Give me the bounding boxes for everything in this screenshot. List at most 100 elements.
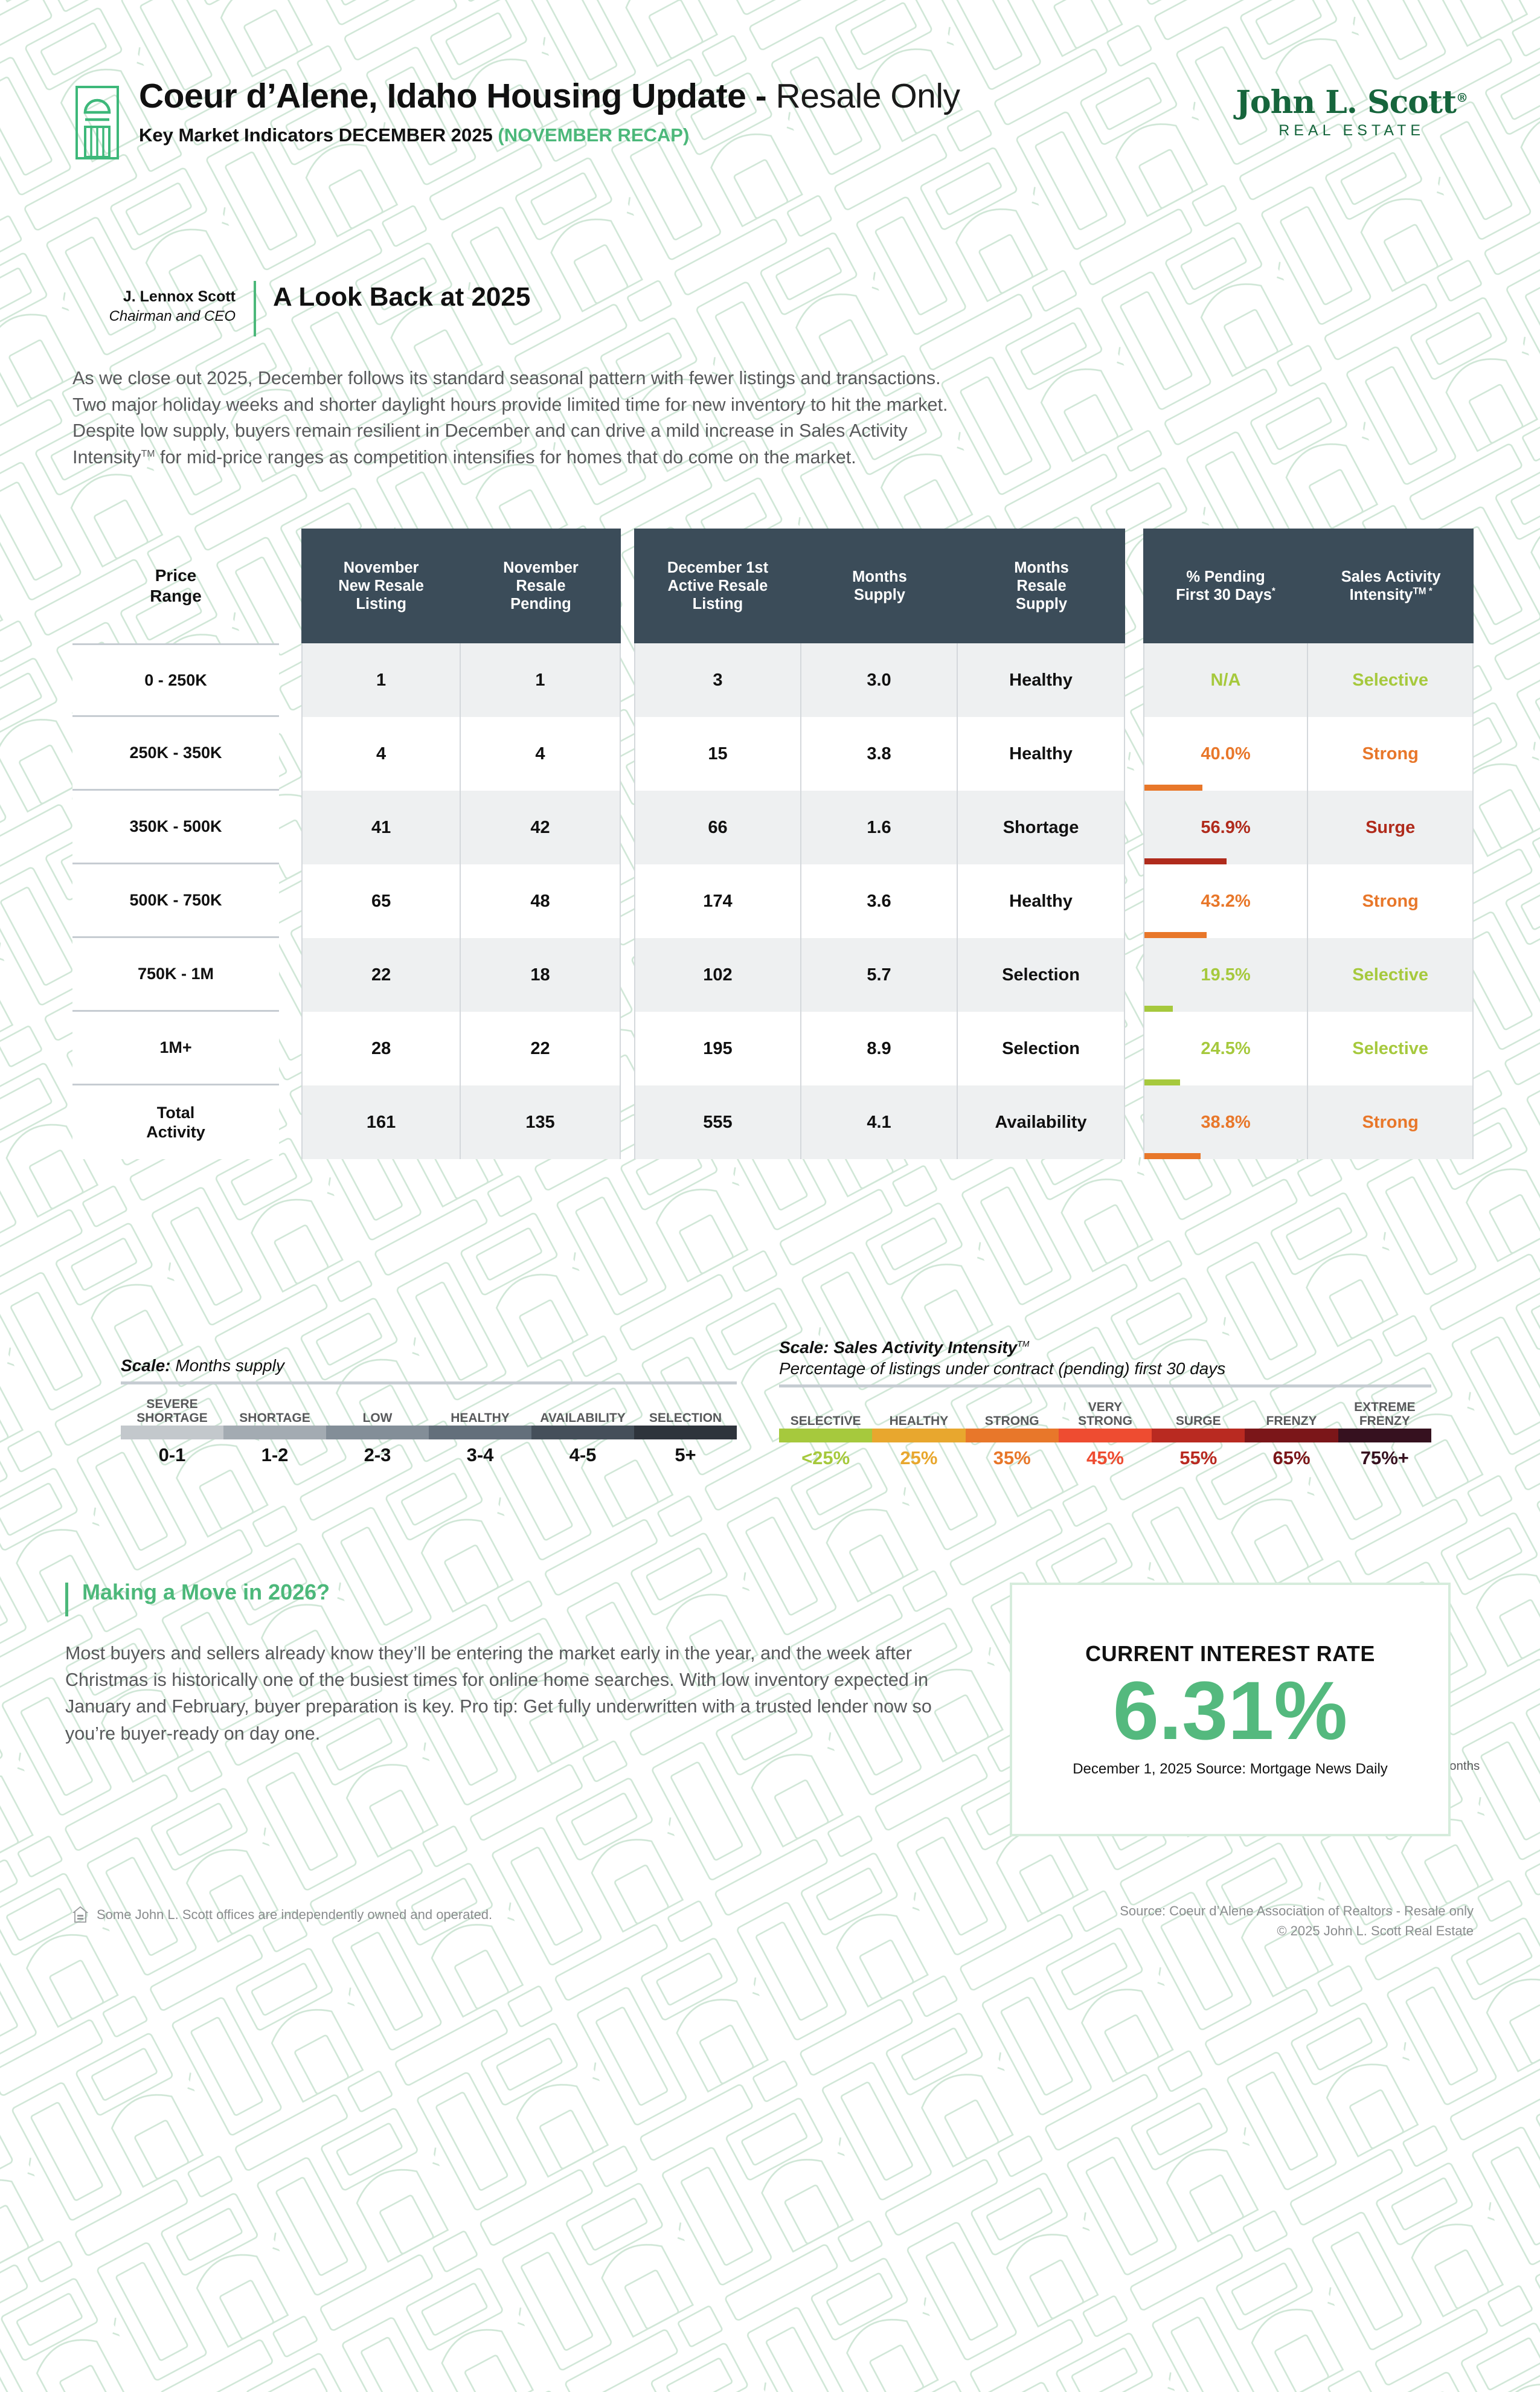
cell-dec-active-listing: 555: [634, 1085, 802, 1159]
cell-dec-active-listing: 102: [634, 938, 802, 1012]
scale-column-label: AVAILABILITY: [540, 1411, 626, 1426]
scale-column-label: SURGE: [1175, 1414, 1221, 1429]
cta-paragraph: Most buyers and sellers already know the…: [65, 1643, 932, 1744]
cell-nov-pending: 4: [461, 717, 621, 791]
scale-column-label: EXTREME FRENZY: [1354, 1400, 1416, 1429]
door-icon: [75, 86, 119, 159]
pct-pending-bar: [1144, 932, 1207, 938]
header-gap-b: [621, 529, 634, 643]
row-gap-b: [621, 1012, 634, 1085]
pct-pending-bar: [1144, 1006, 1173, 1012]
cell-price-range: 1M+: [72, 1012, 279, 1085]
table-row: 250K - 350K 4 4 15 3.8 Healthy 40.0% Strong: [72, 717, 1474, 791]
intro-text-part2: for mid-price ranges as competition inte…: [155, 446, 856, 468]
cell-pct-pending: N/A: [1143, 643, 1309, 717]
page-header: Coeur d’Alene, Idaho Housing Update - Re…: [72, 77, 1474, 181]
scale-column: FRENZY 65%: [1245, 1396, 1338, 1469]
trademark-symbol-scale: TM: [1017, 1339, 1030, 1349]
scale-color-swatch: [965, 1429, 1059, 1442]
cell-price-range: 0 - 250K: [72, 643, 279, 717]
cell-dec-active-listing: 15: [634, 717, 802, 791]
cell-months-resale-supply: Healthy: [957, 717, 1126, 791]
footer-right: Source: Coeur d’Alene Association of Rea…: [1120, 1901, 1474, 1941]
scale-column-label: SELECTIVE: [790, 1414, 861, 1429]
cell-nov-new-listing: 161: [301, 1085, 461, 1159]
footer-left: Some John L. Scott offices are independe…: [72, 1906, 492, 1924]
page-title-bold: Coeur d’Alene, Idaho Housing Update: [139, 77, 746, 115]
months-supply-scale-label: Scale:: [121, 1356, 171, 1375]
registered-trademark-icon: ®: [1456, 90, 1468, 105]
scale-column-value: 0-1: [158, 1444, 186, 1465]
page-subtitle-main: Key Market Indicators DECEMBER 2025: [139, 124, 493, 146]
sales-activity-scale-columns: SELECTIVE <25% HEALTHY 25% STRONG 35% VERY STR…: [779, 1396, 1431, 1469]
cell-nov-new-listing: 41: [301, 791, 461, 864]
scale-column-label: HEALTHY: [451, 1411, 510, 1426]
scale-column-value: 45%: [1086, 1447, 1124, 1468]
row-gap-b: [621, 643, 634, 717]
row-gap-b: [621, 1085, 634, 1159]
page-title-dash: -: [746, 77, 776, 115]
row-gap-c: [1125, 643, 1143, 717]
scale-column: SEVERE SHORTAGE 0-1: [121, 1393, 223, 1466]
row-gap-b: [621, 791, 634, 864]
logo-wordmark: John L. Scott®: [1236, 87, 1468, 118]
row-gap-a: [279, 938, 301, 1012]
scale-column-value: <25%: [801, 1447, 850, 1468]
scale-column-value: 25%: [900, 1447, 938, 1468]
cell-months-resale-supply: Selection: [957, 938, 1126, 1012]
market-indicators-table-wrapper: Price Range November New Resale Listing …: [72, 529, 1480, 1789]
col-header-months-supply: Months Supply: [801, 529, 958, 643]
row-gap-a: [279, 1012, 301, 1085]
scale-column: HEALTHY 25%: [872, 1396, 966, 1469]
scale-color-swatch: [531, 1426, 634, 1439]
cell-nov-new-listing: 22: [301, 938, 461, 1012]
months-supply-scale-columns: SEVERE SHORTAGE 0-1 SHORTAGE 1-2 LOW 2-3 HEALT…: [121, 1393, 737, 1466]
table-row: 0 - 250K 1 1 3 3.0 Healthy N/A Selective: [72, 643, 1474, 717]
months-supply-scale-name: Months supply: [170, 1356, 284, 1375]
col-header-nov-new-listing: November New Resale Listing: [301, 529, 461, 643]
table-row: 750K - 1M 22 18 102 5.7 Selection 19.5% Selecti…: [72, 938, 1474, 1012]
row-gap-b: [621, 938, 634, 1012]
row-gap-c: [1125, 1012, 1143, 1085]
scale-color-swatch: [779, 1429, 873, 1442]
table-row: 500K - 750K 65 48 174 3.6 Healthy 43.2% Strong: [72, 864, 1474, 938]
pct-pending-bar: [1144, 785, 1202, 791]
cell-months-supply: 3.6: [801, 864, 958, 938]
scale-column: AVAILABILITY 4-5: [531, 1393, 634, 1466]
col-header-months-resale-supply: Months Resale Supply: [957, 529, 1126, 643]
scale-color-swatch: [223, 1426, 326, 1439]
cell-pct-pending: 56.9%: [1143, 791, 1309, 864]
cell-price-range: 250K - 350K: [72, 717, 279, 791]
table-row: 350K - 500K 41 42 66 1.6 Shortage 56.9% Surge: [72, 791, 1474, 864]
footer-copyright: © 2025 John L. Scott Real Estate: [1277, 1923, 1474, 1938]
page-subtitle: Key Market Indicators DECEMBER 2025 (NOV…: [139, 124, 960, 146]
pct-pending-bar: [1144, 1079, 1180, 1085]
row-gap-c: [1125, 1085, 1143, 1159]
cell-nov-pending: 18: [461, 938, 621, 1012]
john-l-scott-logo: John L. Scott® REAL ESTATE: [1236, 87, 1468, 140]
byline-role: Chairman and CEO: [109, 308, 236, 324]
cell-sales-intensity: Surge: [1308, 791, 1474, 864]
pct-pending-bar: [1144, 858, 1227, 864]
scale-column-label: VERY STRONG: [1078, 1400, 1132, 1429]
col-header-pct-pending: % Pending First 30 Days*: [1143, 529, 1309, 643]
scale-column-label: STRONG: [984, 1414, 1039, 1429]
page-title: Coeur d’Alene, Idaho Housing Update - Re…: [139, 77, 960, 115]
header-gap-a: [279, 529, 301, 643]
cell-nov-pending: 135: [461, 1085, 621, 1159]
row-gap-a: [279, 1085, 301, 1159]
scale-column: STRONG 35%: [965, 1396, 1059, 1469]
scale-color-swatch: [326, 1426, 429, 1439]
cell-months-resale-supply: Healthy: [957, 643, 1126, 717]
interest-rate-source: December 1, 2025 Source: Mortgage News D…: [1073, 1760, 1388, 1777]
cell-months-supply: 5.7: [801, 938, 958, 1012]
row-gap-a: [279, 864, 301, 938]
interest-rate-label: CURRENT INTEREST RATE: [1085, 1641, 1375, 1667]
row-gap-c: [1125, 791, 1143, 864]
intro-paragraph: As we close out 2025, December follows i…: [72, 365, 972, 471]
current-interest-rate-box: CURRENT INTEREST RATE 6.31% December 1, …: [1010, 1583, 1451, 1836]
scale-column-label: HEALTHY: [889, 1414, 949, 1429]
row-gap-c: [1125, 864, 1143, 938]
scale-color-swatch: [634, 1426, 737, 1439]
scale-column: LOW 2-3: [326, 1393, 429, 1466]
